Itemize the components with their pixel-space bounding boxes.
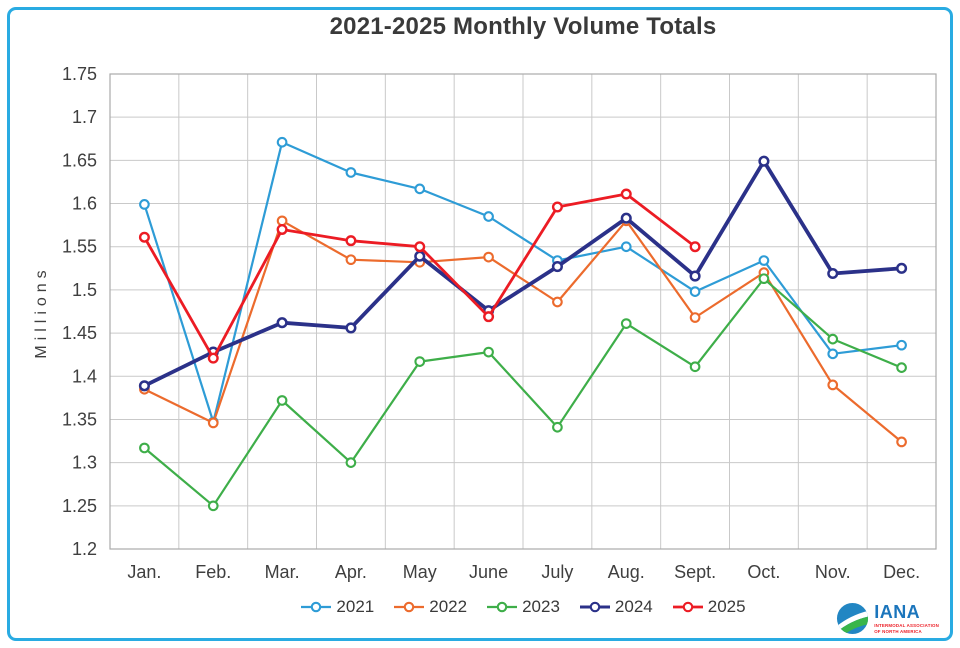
x-tick-label: Jan. [127, 562, 161, 582]
legend-label: 2022 [429, 597, 468, 616]
y-tick-label: 1.35 [62, 409, 97, 429]
x-tick-label: Mar. [265, 562, 300, 582]
globe-white-swoosh [837, 609, 869, 635]
series-2025 [138, 188, 701, 364]
legend-label: 2024 [614, 597, 653, 616]
iana-logo: IANA INTERMODAL ASSOCIATION OF NORTH AME… [836, 602, 939, 635]
legend-marker-icon [301, 601, 332, 613]
legend-item-2021: 2021 [300, 597, 374, 617]
x-tick-label: Apr. [335, 562, 367, 582]
legend-item-2022: 2022 [393, 597, 467, 617]
plot-border [109, 73, 937, 550]
legend-marker-icon [672, 601, 703, 613]
logo-subtext: INTERMODAL ASSOCIATION OF NORTH AMERICA [874, 623, 939, 634]
gridlines [109, 73, 937, 550]
legend-marker-icon [579, 601, 610, 613]
y-tick-label: 1.7 [72, 107, 97, 127]
iana-globe-icon [837, 602, 869, 635]
x-tick-label: July [541, 562, 573, 582]
legend-marker-icon [487, 601, 518, 613]
legend-item-2024: 2024 [579, 597, 653, 617]
y-tick-label: 1.6 [72, 194, 97, 214]
legend-label: 2025 [707, 597, 746, 616]
x-tick-label: June [469, 562, 508, 582]
y-tick-label: 1.65 [62, 150, 97, 170]
x-tick-labels: Jan. Feb. Mar. Apr. May June July Aug. Sept. Oct.… [127, 562, 920, 582]
legend-marker-icon [394, 601, 425, 613]
legend-label: 2023 [522, 597, 560, 616]
y-tick-label: 1.55 [62, 237, 97, 257]
x-tick-label: Nov. [815, 562, 851, 582]
x-tick-label: Aug. [608, 562, 645, 582]
x-tick-label: Oct. [747, 562, 780, 582]
y-tick-label: 1.5 [72, 280, 97, 300]
x-tick-label: Feb. [195, 562, 231, 582]
series-2024 [138, 155, 908, 392]
logo-subline-1: INTERMODAL ASSOCIATION [874, 623, 939, 628]
y-tick-label: 1.75 [62, 64, 97, 84]
logo-subline-2: OF NORTH AMERICA [874, 628, 922, 634]
x-tick-label: Dec. [883, 562, 920, 582]
x-tick-label: May [403, 562, 437, 582]
legend-item-2025: 2025 [672, 597, 746, 617]
y-tick-label: 1.25 [62, 496, 97, 516]
y-tick-labels: 1.75 1.7 1.65 1.6 1.55 1.5 1.45 1.4 1.35 1.3 1.25 1… [62, 64, 97, 559]
logo-name: IANA [874, 602, 921, 622]
y-tick-label: 1.45 [62, 323, 97, 343]
chart-title: 2021-2025 Monthly Volume Totals [329, 13, 717, 40]
legend-label: 2021 [336, 597, 375, 616]
y-tick-label: 1.3 [72, 453, 97, 473]
y-tick-label: 1.4 [72, 366, 97, 386]
legend: 2021 2022 2023 2024 2025 [110, 597, 936, 617]
x-tick-label: Sept. [674, 562, 716, 582]
legend-item-2023: 2023 [486, 597, 560, 617]
y-tick-label: 1.2 [72, 539, 97, 559]
series-2023 [139, 273, 907, 512]
